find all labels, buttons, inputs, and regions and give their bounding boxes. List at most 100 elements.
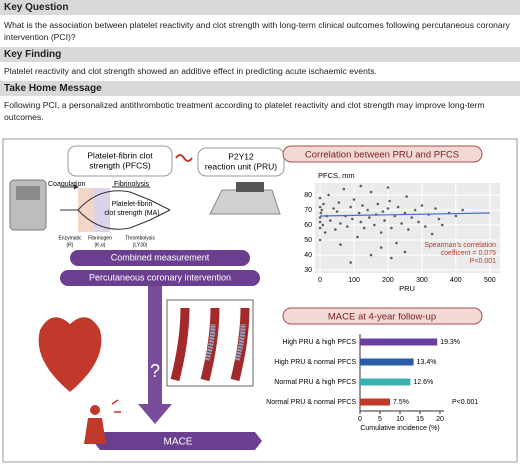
scatter-point — [359, 220, 363, 224]
x-tick-label: 500 — [484, 277, 496, 284]
value-label: 13.4% — [417, 359, 437, 366]
section-heading: Key Question — [0, 0, 520, 15]
scatter-point — [334, 228, 337, 231]
scatter-point — [413, 208, 417, 212]
scatter-point — [403, 211, 407, 215]
pill-label: MACE — [164, 437, 193, 448]
pfcs-box — [67, 145, 173, 177]
heart — [38, 317, 102, 392]
scatter-point — [440, 223, 444, 227]
scatter-point — [357, 211, 361, 215]
section-text: What is the association between platelet… — [4, 20, 510, 42]
box-label: strength (PFCS) — [89, 160, 151, 170]
scatter-point — [461, 208, 464, 212]
pru-box — [197, 147, 285, 177]
scatter-point — [319, 211, 323, 215]
arrow-head — [138, 404, 172, 424]
scatter-point — [356, 235, 359, 239]
scatter-point — [345, 225, 349, 228]
combined-pill — [70, 250, 250, 266]
stent — [234, 323, 246, 361]
x-tick-label: 100 — [348, 277, 360, 284]
scatter-point — [320, 208, 324, 212]
x-tick-label: 0 — [318, 277, 322, 284]
scatter-point — [322, 202, 325, 206]
scatter-point — [352, 198, 356, 201]
scatter-point — [424, 225, 427, 228]
category-label: Normal PRU & normal PFCS — [266, 399, 356, 406]
bar — [360, 358, 414, 366]
scatter-point — [332, 207, 335, 210]
y-tick-label: 30 — [304, 267, 312, 274]
scatter-point — [379, 246, 383, 249]
scatter-point — [379, 231, 383, 234]
box-label: P2Y12 — [228, 151, 254, 161]
scatter-point — [368, 216, 371, 219]
plot-background — [315, 183, 500, 273]
scatter-point — [393, 214, 397, 218]
annotation: P<0.001 — [470, 258, 496, 265]
phase-label: Fibrinolysis — [114, 181, 150, 188]
scatter-point — [400, 222, 403, 225]
fit-line — [320, 212, 490, 217]
x-tick-label: 400 — [450, 277, 462, 284]
scatter-point — [318, 220, 322, 224]
scatter-point — [349, 205, 352, 209]
scatter-point — [361, 204, 364, 207]
scatter-point — [318, 196, 322, 200]
scatter-point — [390, 226, 393, 230]
scatter-point — [339, 222, 342, 225]
scatter-point — [327, 193, 330, 197]
y-tick-label: 70 — [304, 207, 312, 214]
x-tick-label: 15 — [416, 416, 424, 423]
chart-title-pill — [282, 145, 483, 163]
scatter-point — [369, 190, 373, 194]
person-body — [84, 418, 106, 444]
annotation: P<0.001 — [452, 399, 478, 406]
chart-title: MACE at 4-year follow-up — [328, 312, 436, 323]
scatter-point — [405, 195, 408, 198]
phase-sublabel: (R) — [67, 242, 74, 248]
scatter-point — [434, 207, 437, 210]
y-axis-label: PFCS, mm — [318, 171, 355, 180]
y-tick-label: 50 — [304, 237, 312, 244]
scatter-point — [337, 201, 341, 204]
scatter-point — [323, 231, 327, 234]
scatter-point — [395, 241, 398, 245]
x-axis-label: PRU — [399, 284, 415, 293]
ma-zone — [94, 188, 110, 232]
scatter-point — [328, 219, 332, 222]
teg-screen — [16, 186, 40, 200]
stent — [204, 323, 216, 361]
ma-label: Platelet-fibrin — [112, 201, 153, 208]
value-label: 19.3% — [440, 339, 460, 346]
scatter-point — [454, 214, 458, 218]
vessel — [170, 307, 190, 382]
phase-sublabel: Enzymatic — [58, 235, 82, 241]
x-tick-label: 0 — [358, 416, 362, 423]
ma-label: clot strength (MA) — [104, 210, 159, 217]
scatter-point — [376, 202, 380, 206]
scatter-point — [410, 216, 414, 219]
scatter-point — [362, 226, 366, 230]
phase-sublabel: (LY30) — [133, 242, 148, 248]
vn-screen — [236, 182, 264, 192]
scatter-point — [359, 184, 363, 188]
chart-title: Correlation between PRU and PFCS — [305, 150, 459, 161]
scatter-point — [351, 217, 354, 221]
scatter-point — [339, 243, 342, 246]
y-tick-label: 60 — [304, 222, 312, 229]
phase-sublabel: Fibrinogen — [88, 235, 112, 241]
pci-pill — [60, 270, 260, 286]
scatter-point — [335, 210, 339, 213]
phase-label: Coagulation — [48, 181, 85, 188]
scatter-point — [321, 223, 325, 227]
scatter-point — [366, 208, 369, 212]
scatter-point — [369, 253, 373, 257]
pill-label: Combined measurement — [111, 252, 210, 262]
section-text: Following PCI, a personalized antithromb… — [4, 100, 485, 122]
chart-title-pill — [282, 307, 483, 325]
question-mark: ? — [150, 361, 160, 381]
scatter-point — [386, 207, 390, 210]
